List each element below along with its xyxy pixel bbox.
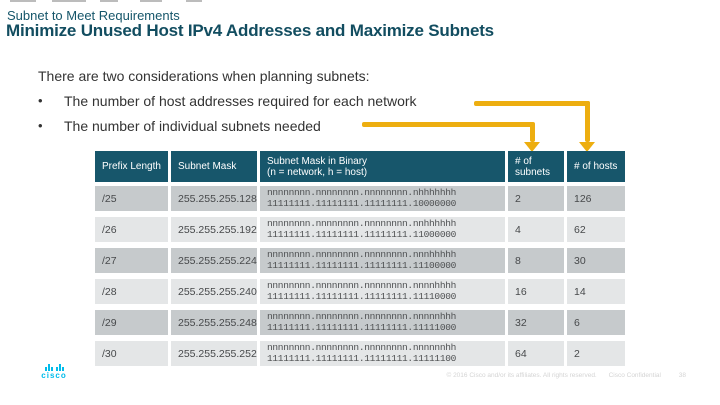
cell-num-subnets: 8 — [508, 248, 564, 273]
clipped-edge-artifact — [52, 0, 86, 2]
table-row: /29 255.255.255.248 nnnnnnnn.nnnnnnnn.nnnn… — [95, 310, 625, 335]
column-header-num-hosts: # of hosts — [567, 151, 625, 182]
slide-footer: © 2016 Cisco and/or its affiliates. All … — [0, 372, 686, 379]
table-body: /25 255.255.255.128 nnnnnnnn.nnnnnnnn.nnnn… — [95, 186, 625, 366]
slide-title: Minimize Unused Host IPv4 Addresses and … — [6, 21, 494, 40]
bullet-text: The number of individual subnets needed — [64, 118, 321, 134]
slide-pretitle: Subnet to Meet Requirements — [7, 8, 180, 23]
cell-subnet-mask: 255.255.255.252 — [171, 341, 257, 366]
table-row: /28 255.255.255.240 nnnnnnnn.nnnnnnnn.nnnn… — [95, 279, 625, 304]
cell-binary: nnnnnnnn.nnnnnnnn.nnnnnnnn.nhhhhhhh 1111… — [260, 186, 505, 211]
bullet-text: The number of host addresses required fo… — [64, 93, 417, 109]
cell-prefix-length: /29 — [95, 310, 168, 335]
table-row: /30 255.255.255.252 nnnnnnnn.nnnnnnnn.nnnn… — [95, 341, 625, 366]
table-row: /26 255.255.255.192 nnnnnnnn.nnnnnnnn.nnnn… — [95, 217, 625, 242]
cell-subnet-mask: 255.255.255.224 — [171, 248, 257, 273]
bullet-item: • The number of individual subnets neede… — [38, 118, 321, 134]
column-header-prefix-length: Prefix Length — [95, 151, 168, 182]
column-header-num-subnets: # of subnets — [508, 151, 564, 182]
arrow-hosts-vertical-segment — [585, 101, 590, 142]
clipped-edge-artifact — [186, 0, 202, 2]
cell-binary: nnnnnnnn.nnnnnnnn.nnnnnnnn.nnnnnhhh 1111… — [260, 310, 505, 335]
arrow-hosts-horizontal-segment — [474, 101, 590, 106]
arrow-subnets-arrowhead-icon — [524, 142, 540, 152]
cisco-logo: cisco — [36, 362, 72, 380]
cell-prefix-length: /27 — [95, 248, 168, 273]
confidential-text: Cisco Confidential — [608, 372, 661, 379]
arrow-subnets-horizontal-segment — [362, 122, 534, 127]
table-header-row: Prefix Length Subnet Mask Subnet Mask in B… — [95, 151, 625, 182]
cell-subnet-mask: 255.255.255.240 — [171, 279, 257, 304]
table-row: /25 255.255.255.128 nnnnnnnn.nnnnnnnn.nnnn… — [95, 186, 625, 211]
cell-num-subnets: 2 — [508, 186, 564, 211]
cell-binary: nnnnnnnn.nnnnnnnn.nnnnnnnn.nnnnhhhh 1111… — [260, 279, 505, 304]
cell-binary: nnnnnnnn.nnnnnnnn.nnnnnnnn.nnnhhhhh 1111… — [260, 248, 505, 273]
page-number: 38 — [678, 372, 686, 379]
arrow-hosts-arrowhead-icon — [579, 142, 595, 152]
cell-num-subnets: 32 — [508, 310, 564, 335]
copyright-text: © 2016 Cisco and/or its affiliates. All … — [446, 372, 597, 379]
intro-text: There are two considerations when planni… — [38, 68, 370, 84]
column-header-subnet-mask: Subnet Mask — [171, 151, 257, 182]
cell-num-hosts: 62 — [567, 217, 625, 242]
clipped-edge-artifact — [100, 0, 118, 2]
cell-binary: nnnnnnnn.nnnnnnnn.nnnnnnnn.nnnnnnhh 1111… — [260, 341, 505, 366]
cisco-logo-text: cisco — [41, 371, 67, 380]
cell-num-subnets: 4 — [508, 217, 564, 242]
clipped-edge-artifact — [10, 0, 36, 2]
cell-num-hosts: 126 — [567, 186, 625, 211]
cell-prefix-length: /28 — [95, 279, 168, 304]
cell-subnet-mask: 255.255.255.248 — [171, 310, 257, 335]
cell-num-subnets: 64 — [508, 341, 564, 366]
cell-prefix-length: /25 — [95, 186, 168, 211]
cell-num-hosts: 6 — [567, 310, 625, 335]
arrow-subnets-vertical-segment — [530, 122, 535, 142]
cisco-logo-bars-icon — [36, 362, 72, 371]
cell-binary: nnnnnnnn.nnnnnnnn.nnnnnnnn.nnhhhhhh 1111… — [260, 217, 505, 242]
cell-num-subnets: 16 — [508, 279, 564, 304]
clipped-edge-artifact — [140, 0, 162, 2]
cell-subnet-mask: 255.255.255.128 — [171, 186, 257, 211]
cell-num-hosts: 30 — [567, 248, 625, 273]
cell-prefix-length: /26 — [95, 217, 168, 242]
table-row: /27 255.255.255.224 nnnnnnnn.nnnnnnnn.nnnn… — [95, 248, 625, 273]
cell-num-hosts: 2 — [567, 341, 625, 366]
bullet-icon: • — [38, 118, 43, 133]
subnet-table: Prefix Length Subnet Mask Subnet Mask in B… — [95, 151, 625, 366]
column-header-binary: Subnet Mask in Binary (n = network, h = … — [260, 151, 505, 182]
cell-subnet-mask: 255.255.255.192 — [171, 217, 257, 242]
cell-prefix-length: /30 — [95, 341, 168, 366]
cell-num-hosts: 14 — [567, 279, 625, 304]
bullet-icon: • — [38, 93, 43, 108]
bullet-item: • The number of host addresses required … — [38, 93, 417, 109]
